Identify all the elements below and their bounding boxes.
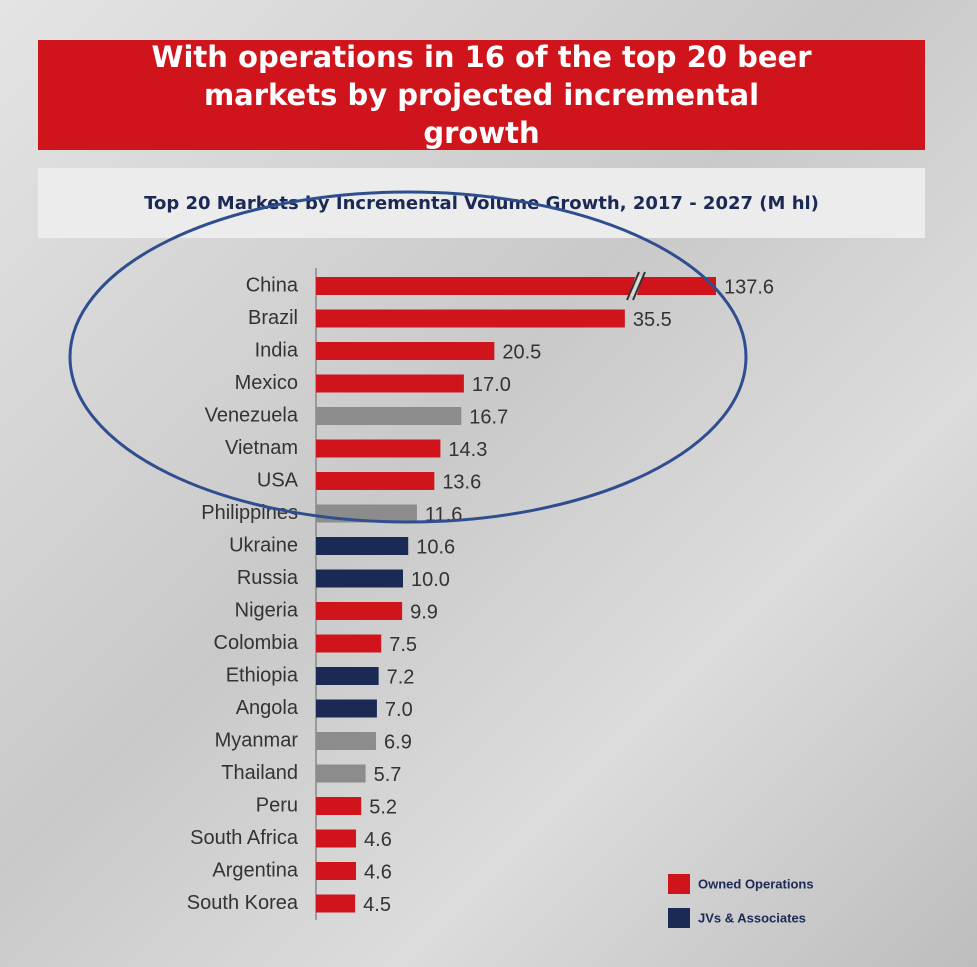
y-tick-label: Vietnam bbox=[225, 437, 298, 459]
value-label: 7.0 bbox=[385, 699, 413, 721]
value-label: 6.9 bbox=[384, 731, 412, 753]
y-tick-label: Colombia bbox=[214, 632, 299, 654]
bar bbox=[316, 342, 495, 360]
y-tick-label: Argentina bbox=[212, 859, 298, 881]
value-label: 16.7 bbox=[469, 406, 508, 428]
value-label: 13.6 bbox=[442, 471, 481, 493]
value-label: 5.2 bbox=[369, 796, 397, 818]
y-tick-label: Russia bbox=[237, 567, 299, 589]
value-label: 7.2 bbox=[387, 666, 415, 688]
y-tick-label: Philippines bbox=[201, 502, 298, 524]
y-tick-label: Brazil bbox=[248, 307, 298, 329]
bar bbox=[316, 537, 409, 555]
legend-swatch bbox=[668, 908, 690, 928]
y-tick-label: Peru bbox=[256, 794, 298, 816]
bar bbox=[316, 277, 716, 295]
bar bbox=[316, 829, 357, 848]
value-label: 14.3 bbox=[448, 439, 487, 461]
y-tick-label: India bbox=[255, 339, 299, 361]
bar bbox=[316, 374, 464, 393]
bar bbox=[316, 407, 462, 425]
y-tick-label: South Korea bbox=[187, 892, 299, 914]
y-tick-label: Angola bbox=[236, 697, 299, 719]
y-tick-label: China bbox=[246, 274, 299, 296]
bar bbox=[316, 602, 403, 620]
y-tick-label: Nigeria bbox=[235, 599, 299, 621]
bar bbox=[316, 634, 382, 653]
y-tick-label: South Africa bbox=[190, 827, 299, 849]
highlight-oval bbox=[68, 190, 748, 524]
value-label: 4.5 bbox=[363, 894, 391, 916]
value-label: 10.6 bbox=[416, 536, 455, 558]
axis-break-mark bbox=[632, 271, 646, 301]
bar bbox=[316, 667, 379, 685]
y-tick-label: Ethiopia bbox=[226, 664, 299, 686]
y-tick-label: Ukraine bbox=[229, 534, 298, 556]
axis-break-gap bbox=[628, 276, 644, 296]
bar bbox=[316, 472, 435, 490]
legend-swatch bbox=[668, 874, 690, 894]
bar bbox=[316, 732, 377, 750]
legend-label: JVs & Associates bbox=[698, 910, 806, 925]
value-label: 20.5 bbox=[502, 341, 541, 363]
value-label: 10.0 bbox=[411, 569, 450, 591]
bar bbox=[316, 439, 441, 458]
bar bbox=[316, 894, 356, 913]
bar bbox=[316, 797, 362, 815]
chart-subtitle: Top 20 Markets by Incremental Volume Gro… bbox=[38, 168, 925, 238]
value-label: 9.9 bbox=[410, 601, 438, 623]
value-label: 7.5 bbox=[389, 634, 417, 656]
bar bbox=[316, 862, 357, 880]
value-label: 35.5 bbox=[633, 309, 672, 331]
legend-label: Owned Operations bbox=[698, 876, 814, 891]
bar bbox=[316, 699, 377, 718]
y-tick-label: Venezuela bbox=[205, 404, 299, 426]
value-label: 5.7 bbox=[374, 764, 402, 786]
bar bbox=[316, 764, 366, 783]
value-label: 4.6 bbox=[364, 861, 392, 883]
chart-title: With operations in 16 of the top 20 beer… bbox=[38, 40, 925, 150]
value-label: 17.0 bbox=[472, 374, 511, 396]
y-tick-label: Myanmar bbox=[215, 729, 299, 751]
value-label: 137.6 bbox=[724, 276, 774, 298]
y-tick-label: USA bbox=[257, 469, 299, 491]
bar bbox=[316, 569, 403, 588]
value-label: 4.6 bbox=[364, 829, 392, 851]
y-tick-label: Thailand bbox=[221, 762, 298, 784]
bar bbox=[316, 309, 625, 328]
y-tick-label: Mexico bbox=[235, 372, 298, 394]
axis-break-mark bbox=[626, 271, 640, 301]
